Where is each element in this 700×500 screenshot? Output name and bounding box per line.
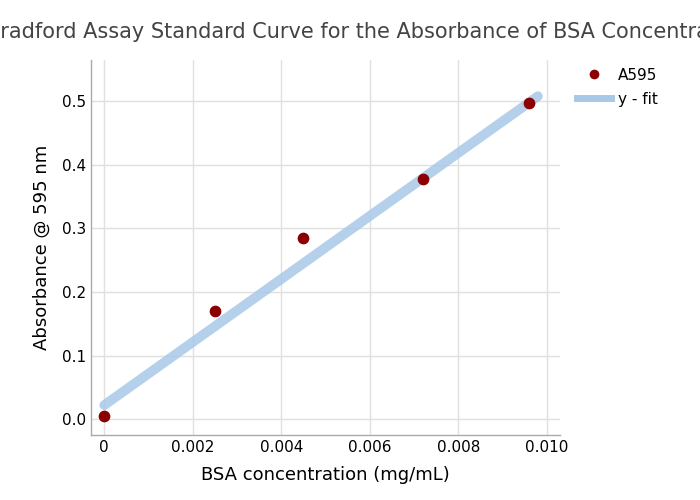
- X-axis label: BSA concentration (mg/mL): BSA concentration (mg/mL): [201, 466, 450, 484]
- Point: [524, 99, 535, 107]
- Point: [209, 307, 220, 315]
- Text: Bradford Assay Standard Curve for the Absorbance of BSA Concentrations: Bradford Assay Standard Curve for the Ab…: [0, 22, 700, 42]
- Y-axis label: Absorbance @ 595 nm: Absorbance @ 595 nm: [33, 145, 51, 350]
- Legend: A595, y - fit: A595, y - fit: [577, 68, 658, 107]
- Point: [298, 234, 309, 242]
- Point: [99, 412, 110, 420]
- Point: [417, 176, 428, 184]
